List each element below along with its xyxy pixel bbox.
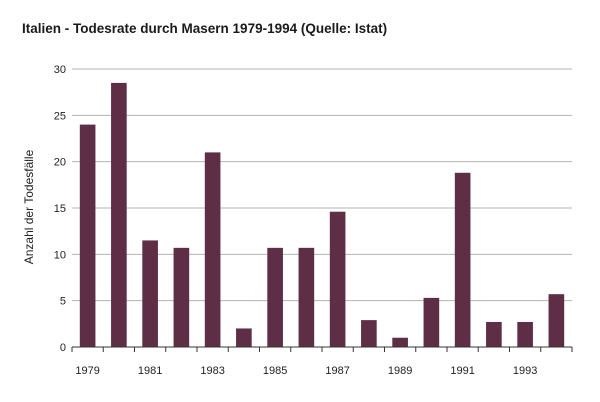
bar-1992 — [486, 321, 502, 347]
y-tick-label-20: 20 — [54, 157, 66, 169]
bar-1989 — [392, 337, 408, 347]
chart-title: Italien - Todesrate durch Masern 1979-19… — [22, 21, 388, 36]
bar-1980 — [111, 82, 127, 348]
x-tick-labels: 1979 1981 1983 1985 1987 1989 1991 1993 — [75, 365, 537, 377]
bar-1988 — [361, 320, 377, 347]
x-tick-label-1993: 1993 — [513, 365, 537, 377]
x-tick-label-1979: 1979 — [75, 365, 99, 377]
grid-lines — [72, 68, 572, 302]
y-axis-label: Anzahl der Todesfälle — [22, 149, 36, 264]
x-tick-label-1989: 1989 — [388, 365, 412, 377]
y-tick-label-15: 15 — [54, 203, 66, 215]
y-tick-label-5: 5 — [60, 296, 66, 308]
bar-1984 — [236, 328, 252, 347]
bar-1983 — [204, 152, 221, 347]
bar-1994 — [548, 294, 565, 347]
bar-1985 — [267, 247, 283, 347]
bar-1987 — [329, 211, 346, 347]
x-tick-label-1981: 1981 — [138, 365, 162, 377]
x-tick-label-1983: 1983 — [200, 365, 224, 377]
bar-1993 — [517, 321, 533, 347]
bar-1979 — [79, 124, 96, 347]
y-tick-label-10: 10 — [54, 249, 66, 261]
x-tick-label-1987: 1987 — [325, 365, 349, 377]
y-tick-labels: 0 5 10 15 20 25 30 — [54, 64, 66, 354]
bar-1991 — [454, 172, 471, 347]
bar-1990 — [423, 297, 440, 347]
y-tick-label-25: 25 — [54, 110, 66, 122]
bar-1986 — [298, 247, 315, 347]
y-tick-label-30: 30 — [54, 64, 66, 76]
y-tick-label-0: 0 — [60, 342, 66, 354]
bar-1982 — [173, 247, 190, 347]
bar-1981 — [142, 240, 158, 347]
x-tick-label-1985: 1985 — [263, 365, 287, 377]
bars — [79, 82, 565, 348]
x-tick-label-1991: 1991 — [450, 365, 474, 377]
axes — [71, 346, 573, 352]
